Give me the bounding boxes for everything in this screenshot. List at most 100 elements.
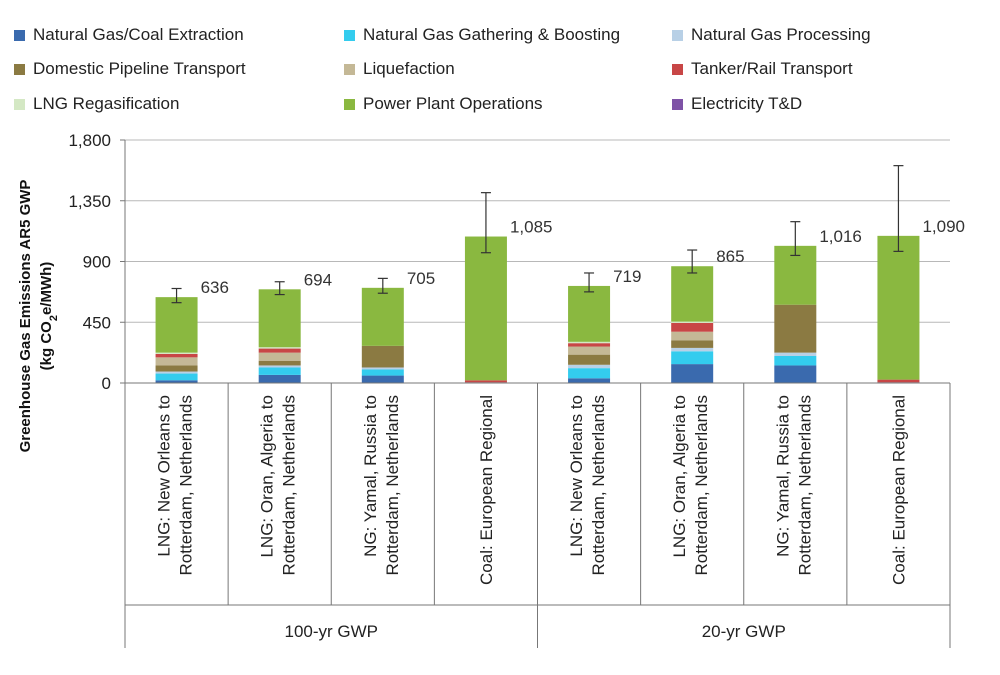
total-label: 694 (304, 270, 332, 289)
legend-label: Natural Gas Processing (691, 25, 871, 44)
legend-swatch (672, 29, 683, 41)
bar-segment (258, 347, 301, 349)
bar-segment (258, 360, 301, 366)
category-label-line1: LNG: New Orleans to (567, 395, 586, 557)
bar-segment (671, 340, 714, 348)
bar-segment (361, 375, 404, 383)
legend-swatch (14, 63, 25, 75)
bar-segment (671, 364, 714, 383)
legend-swatch (14, 29, 25, 41)
bar-segment (774, 365, 817, 383)
legend-item-domestic-pipeline: Domestic Pipeline Transport (14, 58, 246, 80)
category-label-line1: LNG: New Orleans to (155, 395, 174, 557)
legend-item-processing: Natural Gas Processing (672, 24, 871, 46)
legend-item-liquefaction: Liquefaction (344, 58, 455, 80)
legend-label: Power Plant Operations (363, 94, 543, 113)
total-label: 865 (716, 247, 744, 266)
total-labels: 636 694 705 1,085 719 865 1,016 1,090 (201, 217, 965, 297)
bar-segment (155, 353, 198, 358)
total-label: 719 (613, 267, 641, 286)
bar-segment (568, 343, 611, 347)
category-label-line1: NG: Yamal, Russia to (361, 395, 380, 557)
y-tick-label: 1,800 (68, 131, 111, 150)
bar-segment (568, 346, 611, 355)
bar-segment (774, 352, 817, 356)
y-tick-label: 900 (83, 253, 111, 272)
category-label-line2: Rotterdam, Netherlands (795, 395, 814, 575)
group-label: 100-yr GWP (284, 622, 378, 641)
legend-item-extraction: Natural Gas/Coal Extraction (14, 24, 244, 46)
bar-segment (155, 373, 198, 381)
legend-label: Tanker/Rail Transport (691, 59, 853, 78)
bar-segment (155, 357, 198, 366)
total-label: 1,090 (922, 217, 965, 236)
bar-segment (155, 365, 198, 372)
bar-segment (258, 365, 301, 368)
bar-segment (361, 369, 404, 376)
legend-swatch (344, 29, 355, 41)
bar-segment (568, 378, 611, 383)
bar-segment (774, 304, 817, 353)
bar-segment (258, 352, 301, 361)
bar-segment (568, 364, 611, 369)
bar-segment (155, 352, 198, 354)
legend-swatch (672, 63, 683, 75)
bar-segment (568, 368, 611, 379)
group-label: 20-yr GWP (702, 622, 786, 641)
x-axis: LNG: New Orleans to Rotterdam, Netherland… (124, 382, 951, 648)
bar-segment (671, 322, 714, 332)
category-label-line1: LNG: Oran, Algeria to (258, 395, 277, 558)
total-label: 1,016 (819, 227, 862, 246)
category-label-line2: Rotterdam, Netherlands (383, 395, 402, 575)
bar-segment (568, 285, 611, 342)
y-axis-title-line1: Greenhouse Gas Emissions AR5 GWP (17, 180, 34, 453)
category-label-line1: LNG: Oran, Algeria to (670, 395, 689, 558)
category-label-line2: Rotterdam, Netherlands (589, 395, 608, 575)
legend-item-power-plant: Power Plant Operations (344, 93, 543, 115)
y-tick-label: 0 (102, 374, 111, 393)
legend-label: Natural Gas Gathering & Boosting (363, 25, 621, 44)
bar-segment (155, 297, 198, 353)
y-axis-title: Greenhouse Gas Emissions AR5 GWP (kg CO2… (17, 180, 60, 453)
bar-segment (671, 331, 714, 341)
bar-segment (464, 236, 507, 381)
bar-segment (361, 287, 404, 346)
legend-label: Natural Gas/Coal Extraction (33, 25, 244, 44)
legend-swatch (344, 63, 355, 75)
error-bars (171, 165, 904, 304)
category-label-line2: Rotterdam, Netherlands (280, 395, 299, 575)
bar-segment (155, 380, 198, 383)
bar-segment (877, 235, 920, 380)
bar-segment (361, 367, 404, 370)
category-label-line2: Rotterdam, Netherlands (177, 395, 196, 575)
category-label-line1: Coal: European Regional (889, 395, 908, 585)
total-label: 1,085 (510, 218, 553, 237)
bar-segment (671, 351, 714, 365)
legend-label: Domestic Pipeline Transport (33, 59, 246, 78)
bar-segment (671, 321, 714, 323)
legend-item-gathering-boosting: Natural Gas Gathering & Boosting (344, 24, 620, 46)
y-axis-ticks: 0 450 900 1,350 1,800 (68, 131, 126, 393)
legend-swatch (14, 98, 25, 110)
y-tick-label: 450 (83, 313, 111, 332)
bar-segment (258, 374, 301, 383)
legend-label: LNG Regasification (33, 94, 180, 113)
bar-segment (258, 348, 301, 353)
bar-segment (361, 345, 404, 368)
bar-segment (464, 380, 507, 383)
legend-item-electricity-td: Electricity T&D (672, 93, 802, 115)
bar-segment (258, 289, 301, 348)
legend-item-tanker-rail: Tanker/Rail Transport (672, 58, 853, 80)
bar-segment (568, 354, 611, 365)
category-label-line2: Rotterdam, Netherlands (692, 395, 711, 575)
gridlines (125, 139, 950, 384)
bar-segment (774, 356, 817, 366)
legend-label: Electricity T&D (691, 94, 803, 113)
bar-segment (568, 341, 611, 344)
legend-swatch (672, 98, 683, 110)
bar-segment (877, 379, 920, 383)
bar-segment (155, 371, 198, 374)
bar-segment (671, 347, 714, 352)
